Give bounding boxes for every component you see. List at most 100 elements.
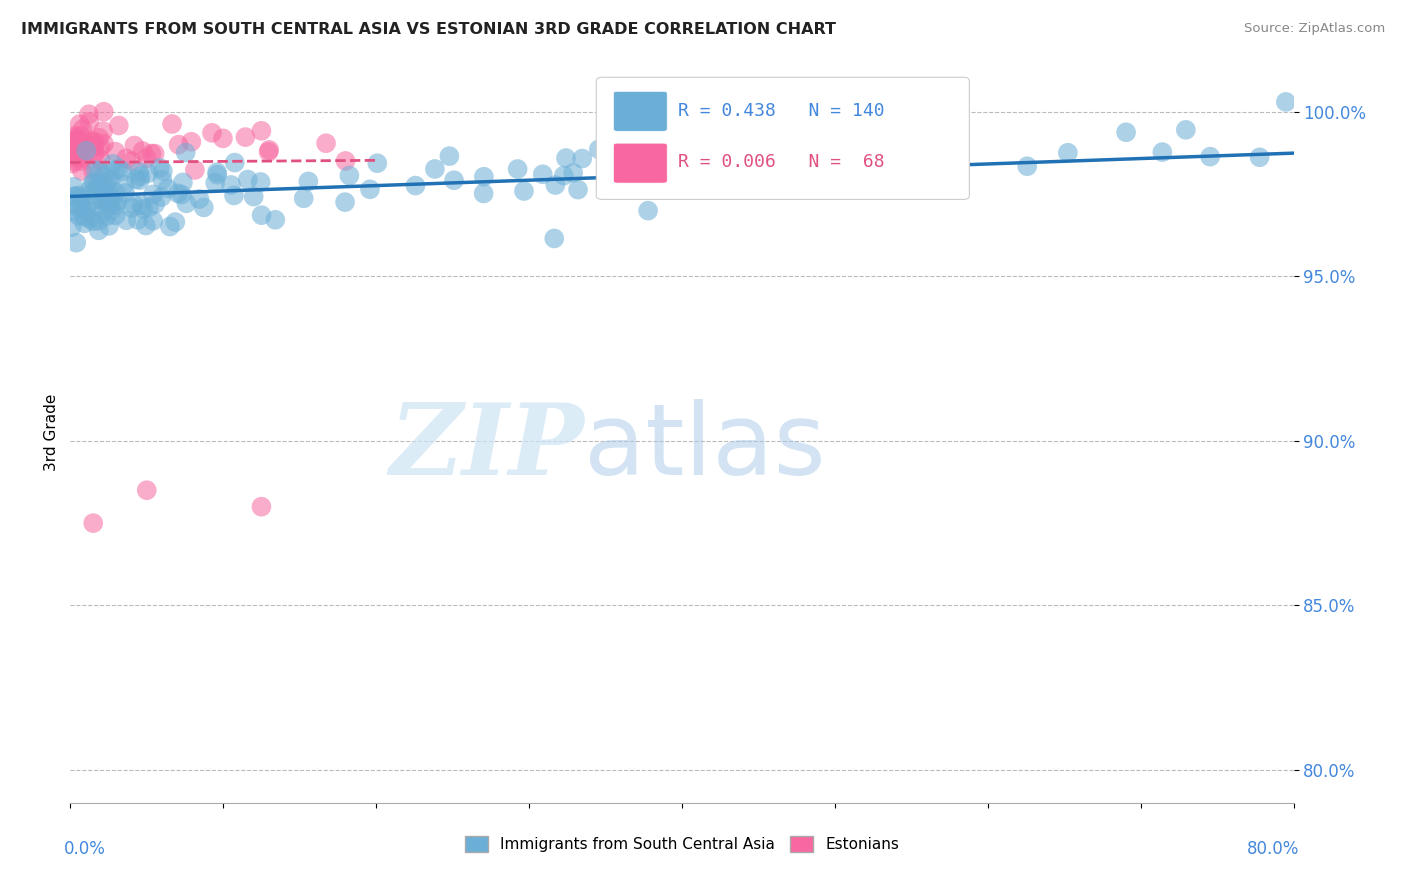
Point bbox=[131, 144, 153, 158]
Text: IMMIGRANTS FROM SOUTH CENTRAL ASIA VS ESTONIAN 3RD GRADE CORRELATION CHART: IMMIGRANTS FROM SOUTH CENTRAL ASIA VS ES… bbox=[21, 22, 837, 37]
Point bbox=[555, 151, 578, 165]
Point bbox=[70, 128, 93, 143]
Point bbox=[108, 161, 131, 176]
Point bbox=[93, 104, 115, 119]
Point bbox=[72, 202, 94, 216]
Point bbox=[82, 516, 104, 530]
Point bbox=[159, 219, 181, 234]
Point bbox=[205, 165, 228, 179]
Point bbox=[250, 208, 273, 222]
Point bbox=[93, 179, 115, 194]
Point bbox=[553, 169, 575, 183]
Point bbox=[60, 156, 83, 170]
Point bbox=[62, 179, 84, 194]
Point bbox=[207, 168, 229, 182]
Point bbox=[152, 172, 174, 186]
Point bbox=[104, 162, 127, 177]
Text: atlas: atlas bbox=[583, 399, 825, 496]
Point bbox=[439, 149, 461, 163]
Point bbox=[90, 140, 112, 154]
Point bbox=[235, 130, 257, 145]
Point bbox=[152, 164, 174, 178]
Point bbox=[849, 138, 872, 153]
Point bbox=[97, 194, 120, 209]
Point bbox=[70, 164, 93, 178]
Point bbox=[136, 166, 159, 180]
Point bbox=[531, 167, 554, 181]
Legend: Immigrants from South Central Asia, Estonians: Immigrants from South Central Asia, Esto… bbox=[458, 830, 905, 858]
Point bbox=[72, 141, 94, 155]
Point bbox=[242, 189, 264, 203]
Point bbox=[72, 122, 94, 136]
Point bbox=[67, 150, 90, 164]
Point bbox=[544, 178, 567, 192]
Point bbox=[149, 161, 172, 175]
Point bbox=[1057, 145, 1080, 160]
Point bbox=[143, 197, 166, 211]
Point bbox=[1017, 159, 1039, 173]
Point bbox=[91, 194, 114, 208]
Point bbox=[1249, 150, 1271, 164]
Point bbox=[121, 201, 143, 215]
Point bbox=[91, 204, 114, 219]
Point bbox=[65, 140, 87, 154]
Point bbox=[135, 219, 157, 233]
Point bbox=[636, 169, 658, 183]
Point bbox=[405, 178, 427, 193]
Point bbox=[70, 192, 93, 206]
Point bbox=[250, 500, 273, 514]
Point bbox=[599, 170, 621, 185]
Point bbox=[65, 133, 87, 147]
Point bbox=[79, 211, 101, 226]
Point bbox=[315, 136, 337, 151]
Point bbox=[60, 204, 83, 219]
Point bbox=[204, 176, 226, 190]
FancyBboxPatch shape bbox=[613, 143, 668, 183]
Point bbox=[89, 164, 111, 178]
Text: 0.0%: 0.0% bbox=[65, 840, 105, 858]
Point bbox=[122, 196, 145, 211]
Point bbox=[65, 128, 87, 143]
Point bbox=[222, 188, 245, 202]
Point bbox=[87, 223, 110, 237]
Point bbox=[188, 192, 211, 206]
Point bbox=[90, 153, 112, 168]
Point bbox=[65, 145, 87, 160]
Point bbox=[125, 172, 148, 186]
Point bbox=[67, 209, 90, 223]
Point bbox=[70, 145, 93, 159]
Point bbox=[91, 182, 114, 196]
Point bbox=[132, 202, 155, 216]
Point bbox=[588, 142, 610, 156]
Point bbox=[637, 203, 659, 218]
Point bbox=[236, 172, 259, 186]
Point bbox=[82, 194, 104, 209]
Point bbox=[82, 204, 104, 219]
Point bbox=[1275, 95, 1298, 109]
Point bbox=[69, 117, 91, 131]
Point bbox=[67, 140, 90, 154]
Point bbox=[143, 146, 166, 161]
Point bbox=[167, 137, 190, 152]
Point bbox=[97, 187, 120, 202]
Point bbox=[127, 212, 149, 227]
Point bbox=[66, 136, 89, 151]
Point bbox=[1174, 123, 1197, 137]
Point bbox=[135, 483, 157, 498]
Point bbox=[76, 198, 98, 212]
Point bbox=[166, 186, 188, 201]
Point bbox=[98, 187, 121, 202]
Point bbox=[443, 173, 465, 187]
Point bbox=[170, 187, 193, 202]
Point bbox=[93, 169, 115, 183]
Point bbox=[142, 214, 165, 228]
Point bbox=[104, 198, 127, 212]
Point bbox=[97, 174, 120, 188]
Point bbox=[91, 124, 114, 138]
Point bbox=[224, 155, 246, 169]
Point bbox=[180, 135, 202, 149]
Point bbox=[571, 152, 593, 166]
Point bbox=[165, 215, 187, 229]
Point bbox=[67, 202, 90, 216]
Point bbox=[562, 166, 585, 180]
